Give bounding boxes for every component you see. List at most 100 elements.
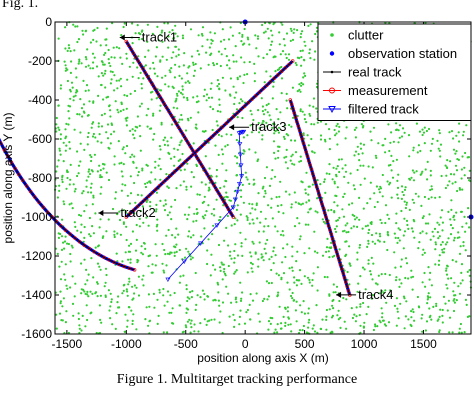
clutter-point [362,143,366,146]
clutter-point [189,322,192,325]
clutter-point [249,212,252,215]
clutter-point [130,309,133,312]
clutter-point [452,148,456,151]
clutter-point [106,95,110,98]
clutter-point [345,231,348,234]
clutter-point [70,244,73,247]
clutter-point [372,126,376,129]
clutter-point [378,188,381,191]
clutter-point [55,116,58,120]
clutter-point [430,188,434,191]
clutter-point [99,44,102,47]
measurement-point [279,69,284,74]
clutter-point [452,137,455,140]
track-label-arrowhead [229,124,235,131]
clutter-point [208,188,211,191]
clutter-point [72,23,75,26]
clutter-point [86,290,89,293]
measurement-point [191,152,195,157]
clutter-point [85,179,88,182]
clutter-point [343,320,346,323]
measurement-point [228,118,232,122]
clutter-point [220,261,223,264]
clutter-point [58,312,62,315]
clutter-point [305,171,308,174]
clutter-point [216,124,219,127]
measurement-point [68,232,72,236]
clutter-point [239,299,243,302]
clutter-point [328,163,331,166]
clutter-point [149,67,152,70]
clutter-point [81,314,84,317]
clutter-point [178,74,181,77]
clutter-point [363,268,366,271]
measurement-point [207,176,212,180]
x-tick-label: 0 [242,337,249,351]
y-tick-label: -800 [28,171,52,185]
clutter-point [412,310,415,314]
clutter-point [217,50,221,53]
clutter-point [152,114,155,117]
clutter-point [272,140,276,143]
clutter-point [64,64,67,67]
clutter-point [249,293,252,296]
clutter-point [122,221,125,224]
clutter-point [225,55,228,58]
measurement-point [205,172,209,176]
clutter-point [438,235,441,238]
clutter-point [438,129,441,132]
clutter-point [235,174,239,177]
clutter-point [165,264,168,267]
clutter-point [251,299,255,302]
clutter-point [305,331,308,334]
clutter-point [264,252,267,255]
clutter-point [393,232,396,235]
clutter-point [210,82,213,85]
clutter-point [400,282,403,285]
clutter-point [203,298,206,301]
clutter-point [146,181,149,184]
clutter-point [210,318,213,321]
clutter-point [438,149,441,152]
clutter-point [113,233,116,236]
clutter-point [90,257,93,260]
clutter-point [403,230,407,233]
clutter-point [295,260,298,263]
clutter-point [247,38,250,41]
clutter-point [428,278,431,281]
clutter-point [158,291,161,294]
clutter-point [145,114,148,117]
measurement-point [33,195,37,199]
clutter-point [460,177,463,180]
y-tick-label: -200 [28,54,52,68]
clutter-point [162,139,165,142]
clutter-point [405,300,408,303]
clutter-point [308,278,311,281]
clutter-point [344,164,347,167]
clutter-point [196,95,199,98]
clutter-point [468,269,471,272]
clutter-point [133,212,136,215]
clutter-point [136,24,139,27]
measurement-point [246,100,251,105]
clutter-point [155,97,158,100]
clutter-point [244,238,247,241]
clutter-point [137,275,140,278]
clutter-point [184,81,187,84]
clutter-point [434,263,437,266]
clutter-point [465,222,468,225]
clutter-point [460,168,463,171]
measurement-point [155,90,159,94]
clutter-point [153,132,156,136]
clutter-point [215,62,219,65]
clutter-point [168,69,171,72]
clutter-point [66,79,69,83]
clutter-point [55,313,58,316]
clutter-point [411,230,414,233]
clutter-point [367,239,370,242]
clutter-point [131,42,134,45]
clutter-point [394,266,397,269]
clutter-point [111,323,114,326]
clutter-point [169,157,173,160]
clutter-point [154,166,157,169]
